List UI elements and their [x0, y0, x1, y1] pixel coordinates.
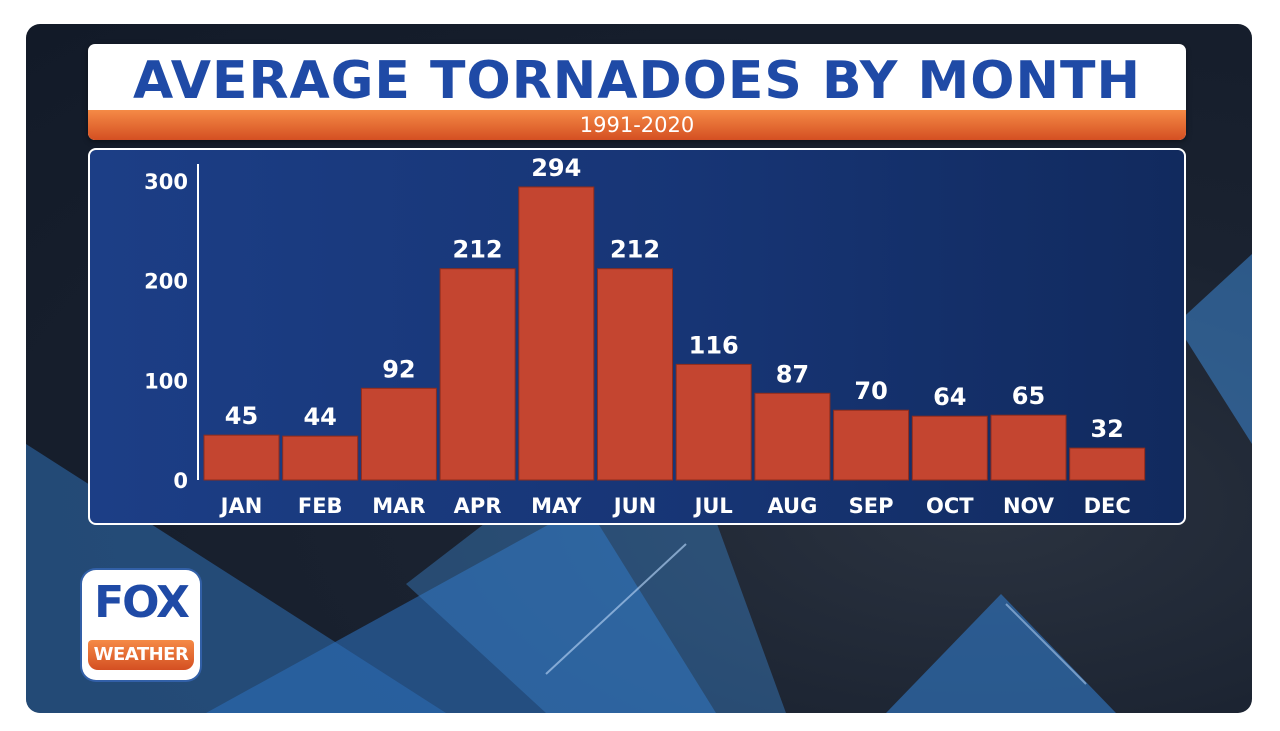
- fox-weather-logo: FOX WEATHER: [82, 570, 200, 680]
- bar-dec: [1069, 447, 1146, 481]
- x-tick-label: SEP: [849, 494, 894, 518]
- bar-jan: [203, 434, 280, 481]
- data-label: 70: [854, 377, 887, 405]
- x-tick-label: MAY: [531, 494, 582, 518]
- y-tick-label: 200: [144, 270, 188, 294]
- y-tick-label: 300: [144, 170, 188, 194]
- data-label: 212: [610, 236, 660, 264]
- bar-sep: [833, 409, 910, 481]
- data-label: 87: [776, 360, 809, 388]
- bar-apr: [439, 268, 516, 481]
- bar-oct: [911, 415, 988, 481]
- y-tick-label: 100: [144, 369, 188, 393]
- title-panel: AVERAGE TORNADOES BY MONTH 1991-2020: [88, 44, 1186, 140]
- x-tick-label: NOV: [1003, 494, 1055, 518]
- data-label: 65: [1012, 382, 1045, 410]
- chart-title: AVERAGE TORNADOES BY MONTH: [132, 51, 1141, 111]
- bar-aug: [754, 392, 831, 481]
- logo-fox-text: FOX: [94, 577, 190, 628]
- y-tick-label: 0: [173, 469, 188, 493]
- x-tick-label: AUG: [767, 494, 817, 518]
- chart-subtitle: 1991-2020: [88, 110, 1186, 140]
- data-label: 92: [382, 355, 415, 383]
- data-label: 45: [225, 402, 258, 430]
- bar-jul: [675, 363, 752, 481]
- x-tick-label: APR: [454, 494, 502, 518]
- x-tick-label: JAN: [219, 494, 263, 518]
- x-tick-label: JUN: [612, 494, 656, 518]
- data-label: 44: [303, 403, 336, 431]
- data-label: 64: [933, 383, 966, 411]
- bar-mar: [360, 387, 437, 481]
- data-label: 116: [689, 331, 739, 359]
- x-tick-label: OCT: [926, 494, 974, 518]
- bar-nov: [990, 414, 1067, 481]
- bar-feb: [282, 435, 359, 481]
- graphic-frame: AVERAGE TORNADOES BY MONTH 1991-2020 0 10…: [26, 24, 1252, 713]
- data-label: 32: [1090, 415, 1123, 443]
- bar-jun: [597, 268, 673, 481]
- chart-panel: 0 100 200 300 45 JAN 44 FEB 92 MAR 212 APR 294 MAY 212…: [88, 148, 1186, 525]
- logo-weather-text: WEATHER: [88, 640, 194, 670]
- x-tick-label: JUL: [693, 494, 733, 518]
- bar-chart: 0 100 200 300 45 JAN 44 FEB 92 MAR 212 APR 294 MAY 212…: [144, 154, 1146, 518]
- data-label: 294: [531, 154, 581, 182]
- x-tick-label: MAR: [372, 494, 425, 518]
- bar-may: [518, 186, 595, 481]
- data-label: 212: [453, 236, 503, 264]
- x-tick-label: DEC: [1084, 494, 1131, 518]
- x-tick-label: FEB: [298, 494, 343, 518]
